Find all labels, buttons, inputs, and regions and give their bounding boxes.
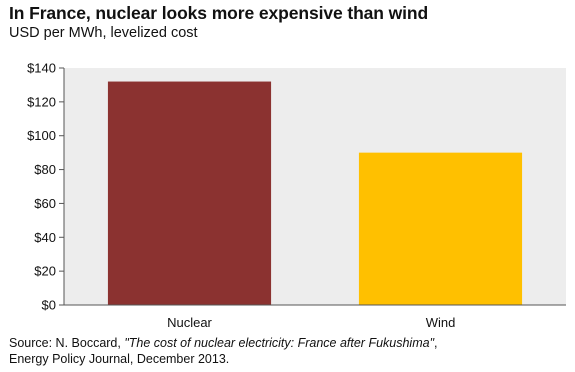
y-tick-label: $40 [34, 230, 56, 245]
bar-nuclear [107, 81, 272, 306]
source-prefix: Source: N. Boccard, [9, 336, 125, 350]
y-tick-label: $100 [27, 128, 56, 143]
y-tick-label: $0 [42, 298, 56, 313]
x-axis: Nuclear Wind [167, 315, 455, 330]
source-line-2: Energy Policy Journal, December 2013. [9, 352, 230, 366]
source-note: Source: N. Boccard, "The cost of nuclear… [9, 335, 438, 367]
source-suffix: , [434, 336, 438, 350]
source-line-1: Source: N. Boccard, "The cost of nuclear… [9, 335, 438, 351]
x-category-label: Nuclear [167, 315, 212, 330]
chart-subtitle: USD per MWh, levelized cost [9, 25, 198, 41]
chart-title: In France, nuclear looks more expensive … [9, 3, 429, 23]
y-axis: $0 $20 $40 $60 $80 $100 $120 $140 [27, 61, 64, 313]
source-article-title: "The cost of nuclear electricity: France… [124, 336, 435, 350]
y-tick-label: $60 [34, 196, 56, 211]
y-tick-label: $120 [27, 94, 56, 109]
bars [107, 81, 523, 306]
y-tick-label: $140 [27, 61, 56, 76]
bar-wind [358, 152, 523, 305]
y-tick-label: $80 [34, 162, 56, 177]
y-tick-label: $20 [34, 264, 56, 279]
x-category-label: Wind [426, 315, 456, 330]
